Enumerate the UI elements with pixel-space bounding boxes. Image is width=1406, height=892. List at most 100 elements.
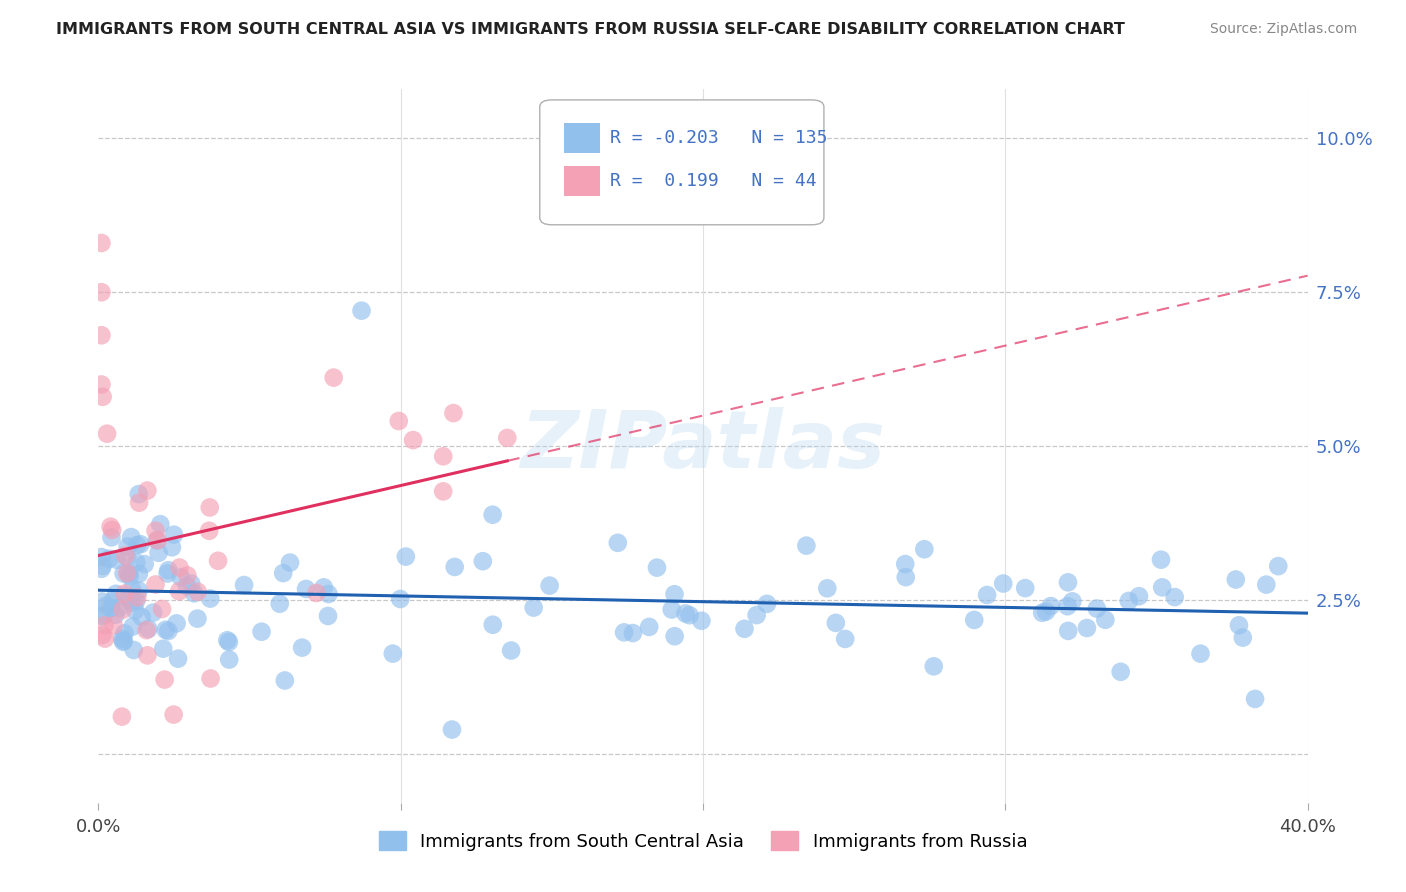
Point bbox=[121, 619, 143, 633]
Point bbox=[1150, 552, 1173, 566]
Point bbox=[91, 609, 114, 624]
Point bbox=[186, 611, 208, 625]
Point bbox=[976, 588, 998, 602]
Point bbox=[250, 624, 273, 639]
Point bbox=[613, 625, 636, 640]
Point bbox=[295, 582, 318, 596]
Point bbox=[1056, 599, 1078, 614]
Legend: Immigrants from South Central Asia, Immigrants from Russia: Immigrants from South Central Asia, Immi… bbox=[371, 824, 1035, 858]
Point bbox=[1094, 613, 1116, 627]
Point bbox=[93, 608, 115, 623]
Point bbox=[1128, 589, 1150, 603]
Point bbox=[96, 599, 118, 613]
Point bbox=[389, 592, 412, 607]
Point bbox=[1031, 606, 1053, 620]
Point bbox=[118, 566, 141, 581]
Point bbox=[176, 568, 198, 582]
Point bbox=[131, 610, 153, 624]
Point bbox=[278, 556, 301, 570]
Point bbox=[125, 555, 148, 569]
Point bbox=[121, 582, 143, 597]
Point bbox=[481, 508, 503, 522]
Point bbox=[93, 618, 115, 632]
Point bbox=[94, 632, 117, 646]
FancyBboxPatch shape bbox=[540, 100, 824, 225]
Point bbox=[963, 613, 986, 627]
Point bbox=[169, 560, 191, 574]
Point bbox=[664, 587, 686, 601]
Point bbox=[145, 533, 167, 548]
Point bbox=[824, 615, 846, 630]
Point bbox=[1014, 581, 1036, 595]
Point bbox=[105, 587, 128, 601]
Point bbox=[350, 303, 373, 318]
Point bbox=[443, 560, 465, 574]
Point bbox=[103, 618, 125, 632]
Point bbox=[91, 390, 114, 404]
Point bbox=[1118, 594, 1140, 608]
Point bbox=[395, 549, 418, 564]
Point bbox=[755, 597, 778, 611]
Point bbox=[200, 672, 222, 686]
Point bbox=[922, 659, 945, 673]
Text: ZIPatlas: ZIPatlas bbox=[520, 407, 886, 485]
Point bbox=[129, 537, 152, 551]
Point bbox=[318, 587, 340, 601]
Point bbox=[523, 600, 546, 615]
Point bbox=[207, 554, 229, 568]
Point bbox=[124, 603, 146, 617]
Point bbox=[675, 607, 697, 621]
Point bbox=[815, 582, 838, 596]
Point bbox=[91, 594, 114, 608]
Point bbox=[90, 235, 112, 250]
Point bbox=[145, 577, 167, 591]
Bar bbox=[564, 166, 600, 196]
Point bbox=[471, 554, 494, 568]
Point bbox=[136, 483, 159, 498]
Point bbox=[381, 647, 404, 661]
Point bbox=[1035, 605, 1057, 619]
Point bbox=[128, 583, 150, 598]
Point bbox=[111, 709, 134, 723]
Point bbox=[1163, 590, 1185, 604]
Point bbox=[1189, 647, 1212, 661]
Point bbox=[118, 569, 141, 583]
Point bbox=[108, 601, 131, 615]
Point bbox=[91, 558, 114, 573]
Point bbox=[1057, 575, 1080, 590]
Point bbox=[170, 570, 193, 584]
Point bbox=[1152, 580, 1174, 594]
Point bbox=[167, 651, 190, 665]
Point bbox=[1062, 594, 1084, 608]
Point bbox=[117, 540, 139, 554]
Point bbox=[305, 586, 328, 600]
Point bbox=[291, 640, 314, 655]
Point bbox=[160, 541, 183, 555]
Text: Source: ZipAtlas.com: Source: ZipAtlas.com bbox=[1209, 22, 1357, 37]
Point bbox=[111, 603, 134, 617]
Point bbox=[402, 433, 425, 447]
Point bbox=[105, 553, 128, 567]
Point bbox=[1227, 618, 1250, 632]
Point bbox=[312, 580, 335, 594]
Point bbox=[90, 562, 112, 576]
Point bbox=[183, 586, 205, 600]
Point bbox=[111, 632, 134, 646]
Point bbox=[114, 549, 136, 563]
Point bbox=[269, 597, 291, 611]
Point bbox=[176, 579, 198, 593]
Point bbox=[114, 626, 136, 640]
Point bbox=[128, 495, 150, 509]
Point bbox=[894, 570, 917, 584]
Point bbox=[271, 566, 294, 580]
Point bbox=[218, 652, 240, 666]
Point bbox=[274, 673, 297, 688]
Point bbox=[112, 633, 135, 648]
Point bbox=[166, 616, 188, 631]
Point bbox=[198, 524, 221, 538]
Point bbox=[316, 609, 339, 624]
Point bbox=[167, 584, 190, 599]
Point bbox=[96, 426, 118, 441]
Point bbox=[155, 623, 177, 637]
Point bbox=[233, 578, 256, 592]
